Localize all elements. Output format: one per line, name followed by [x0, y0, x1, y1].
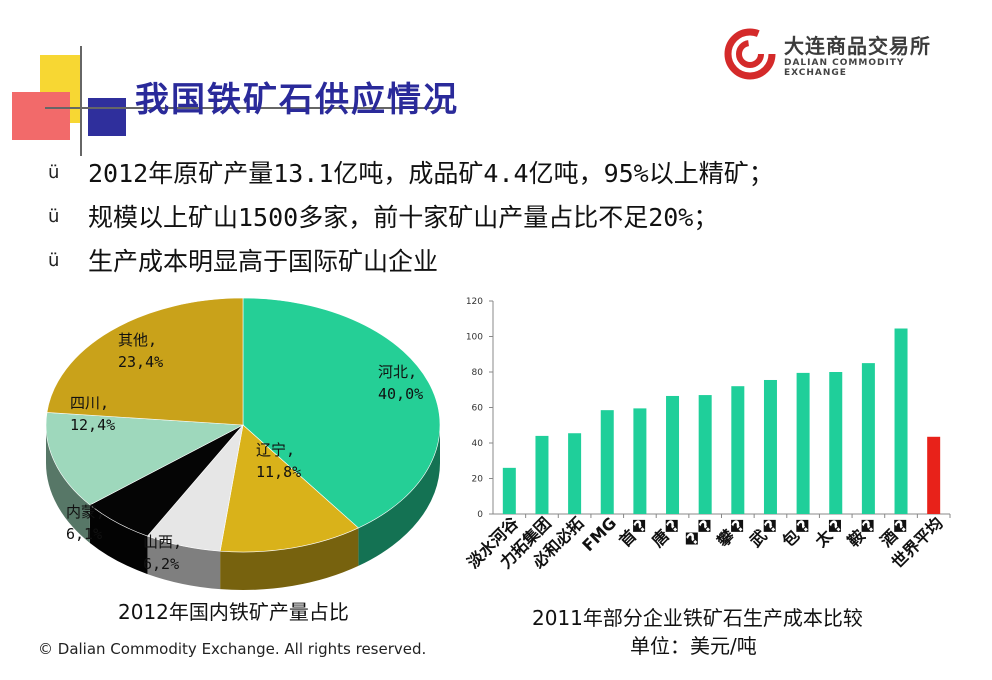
pie-chart-caption: 2012年国内铁矿产量占比 [118, 600, 349, 624]
bar-力拓集团 [535, 435, 549, 514]
x-tick-label: 包� [779, 513, 816, 550]
pie-label-value: 23,4% [118, 353, 163, 371]
pie-label-name: 辽宁, [256, 441, 295, 459]
pie-slice-辽宁 [219, 424, 359, 553]
decor-horizontal-line [45, 107, 445, 109]
logo-name-zh: 大连商品交易所 [784, 34, 931, 58]
decor-blue-square [88, 98, 126, 136]
pie-label-value: 12,4% [70, 416, 115, 434]
exchange-logo: 大连商品交易所 DALIAN COMMODITY EXCHANGE [724, 26, 954, 82]
bar-chart: 020406080100120淡水河谷力拓集团必和必拓FMG首�唐���攀�武�… [463, 297, 951, 573]
y-tick-label: 40 [472, 439, 484, 449]
bar-FMG [600, 410, 614, 514]
bullet-text: 规模以上矿山1500多家，前十家矿山产量占比不足20%； [88, 203, 719, 232]
bar-淡水河谷 [502, 467, 516, 514]
y-tick-label: 100 [466, 333, 483, 343]
bar-chart-caption: 2011年部分企业铁矿石生产成本比较 [532, 606, 863, 630]
decor-vertical-line [80, 46, 82, 156]
bar-马钢 [894, 328, 908, 514]
page-title: 我国铁矿石供应情况 [135, 80, 459, 120]
pie-label-name: 河北, [378, 363, 417, 381]
bar-唐钢 [666, 395, 680, 514]
x-tick-label: FMG [578, 513, 620, 555]
x-tick-label: 太� [811, 513, 849, 551]
checkmark-icon: ü [48, 249, 60, 271]
checkmark-icon: ü [48, 161, 60, 183]
pie-label-name: 内蒙, [66, 503, 105, 521]
pie-label-name: 山西, [143, 533, 182, 551]
pie-label-value: 11,8% [256, 463, 301, 481]
pie-slice-其他 [46, 297, 244, 426]
x-tick-label: 鞍� [844, 513, 881, 550]
logo-name-en: DALIAN COMMODITY EXCHANGE [784, 58, 905, 78]
bar-攀钢 [731, 386, 745, 514]
decor-red-square [12, 92, 70, 140]
pie-side-辽宁 [220, 527, 359, 590]
bar-必和必拓 [568, 433, 582, 514]
pie-slice-河北 [242, 297, 441, 529]
x-tick-label: 唐� [648, 513, 685, 550]
copyright-text: © Dalian Commodity Exchange. All rights … [38, 640, 427, 658]
bar-包钢 [796, 372, 810, 514]
pie-side-河北 [358, 425, 440, 566]
bar-太钢 [829, 372, 843, 514]
pie-label-name: 其他, [118, 331, 157, 349]
bullet-item: ü 生产成本明显高于国际矿山企业 [48, 238, 774, 282]
pie-chart: 河北, 40,0% 辽宁, 11,8% 山西, 6,2% 内蒙, 6,1% 四川, 12,4% 其他… [45, 297, 441, 590]
x-tick-label: 武� [746, 513, 783, 550]
y-tick-label: 60 [472, 404, 484, 414]
bullet-text: 2012年原矿产量13.1亿吨，成品矿4.4亿吨，95%以上精矿； [88, 159, 774, 188]
bar-鞍钢 [698, 395, 712, 514]
checkmark-icon: ü [48, 205, 60, 227]
bar-酒钢 [861, 363, 875, 514]
pie-side-四川 [46, 425, 90, 543]
pie-label-value: 6,1% [66, 525, 102, 543]
y-tick-label: 80 [472, 368, 484, 378]
bullet-item: ü 2012年原矿产量13.1亿吨，成品矿4.4亿吨，95%以上精矿； [48, 150, 774, 194]
bar-武钢 [763, 379, 777, 514]
x-tick-label: 首� [615, 513, 652, 550]
bullet-item: ü 规模以上矿山1500多家，前十家矿山产量占比不足20%； [48, 194, 774, 238]
bullet-list: ü 2012年原矿产量13.1亿吨，成品矿4.4亿吨，95%以上精矿； ü 规模… [48, 150, 774, 282]
logo-icon [724, 28, 776, 80]
bullet-text: 生产成本明显高于国际矿山企业 [88, 247, 439, 276]
pie-slice-四川 [45, 412, 245, 506]
pie-label-name: 四川, [70, 394, 109, 412]
y-tick-label: 120 [466, 297, 483, 307]
pie-side-内蒙 [89, 504, 148, 575]
y-tick-label: 20 [472, 475, 484, 485]
y-tick-label: 0 [477, 510, 483, 520]
pie-label-value: 6,2% [143, 555, 179, 573]
x-tick-label: 攀� [713, 513, 751, 551]
bar-chart-unit: 单位：美元/吨 [630, 634, 757, 658]
x-tick-label: �� [679, 513, 718, 552]
pie-label-value: 40,0% [378, 385, 423, 403]
bar-世界平均 [927, 436, 941, 514]
bar-首钢 [633, 408, 647, 514]
